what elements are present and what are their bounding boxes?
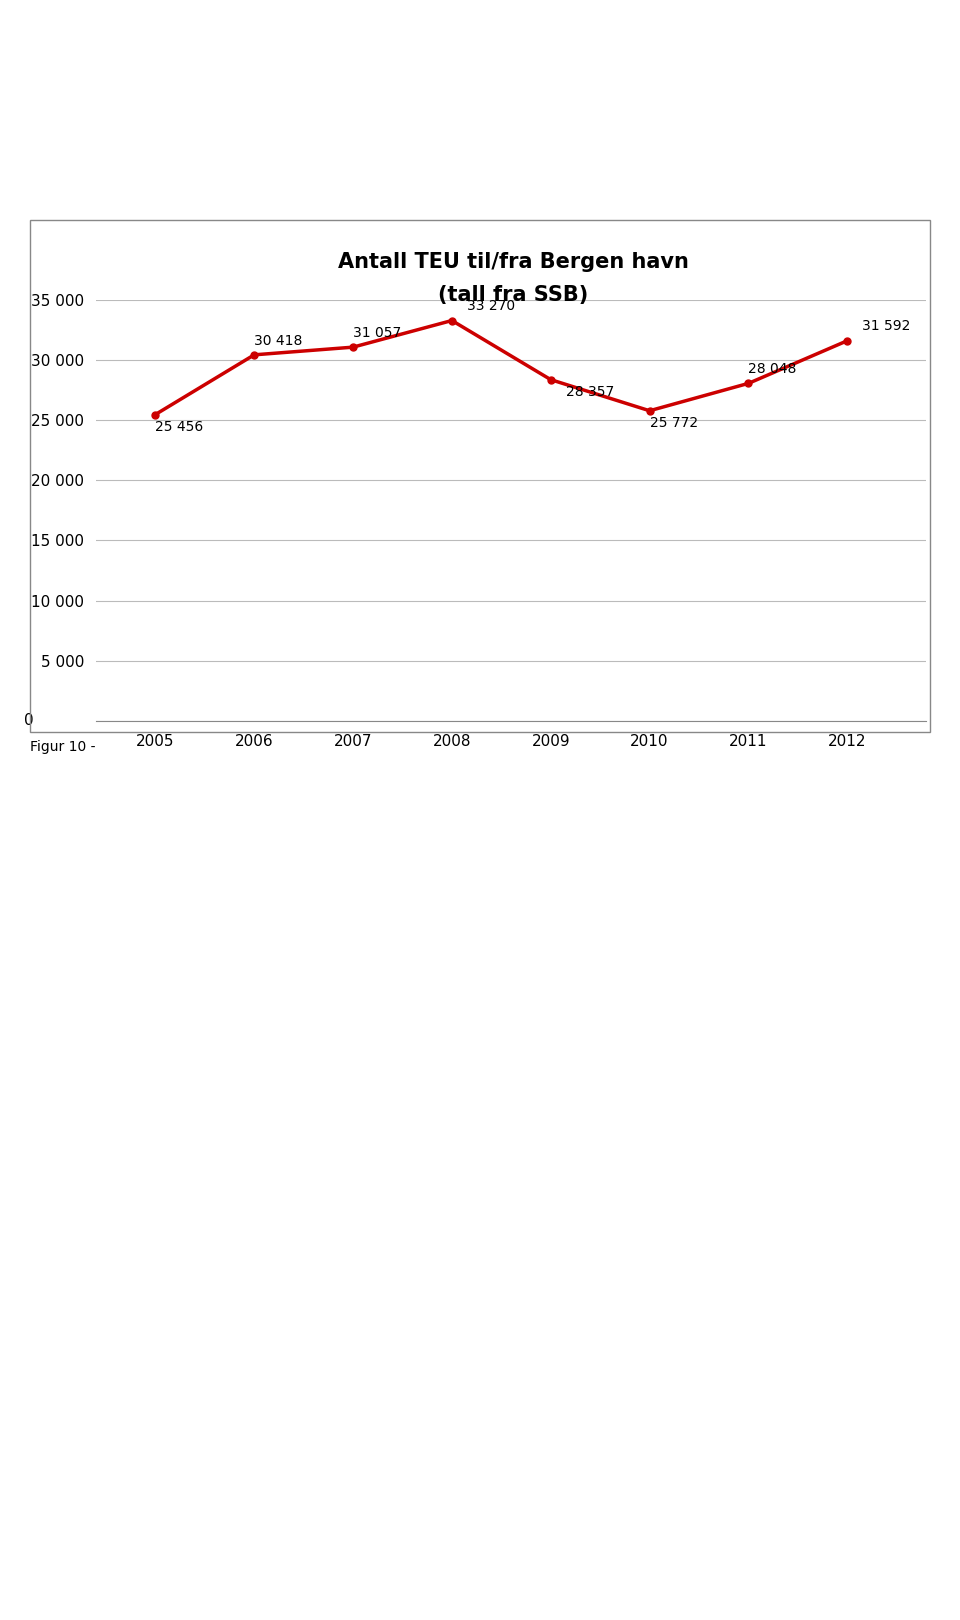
Text: Antall TEU til/fra Bergen havn: Antall TEU til/fra Bergen havn <box>338 253 689 272</box>
Text: 30 418: 30 418 <box>254 334 302 348</box>
Text: 33 270: 33 270 <box>467 300 515 313</box>
Text: 0: 0 <box>24 713 34 729</box>
Text: (tall fra SSB): (tall fra SSB) <box>439 285 588 305</box>
Text: Figur 10 -: Figur 10 - <box>30 740 95 755</box>
Text: 28 357: 28 357 <box>565 386 613 399</box>
Text: 25 772: 25 772 <box>650 416 698 429</box>
Text: 28 048: 28 048 <box>749 363 797 376</box>
Text: 31 057: 31 057 <box>353 326 401 340</box>
Text: 25 456: 25 456 <box>156 420 204 434</box>
Text: 31 592: 31 592 <box>862 319 910 334</box>
